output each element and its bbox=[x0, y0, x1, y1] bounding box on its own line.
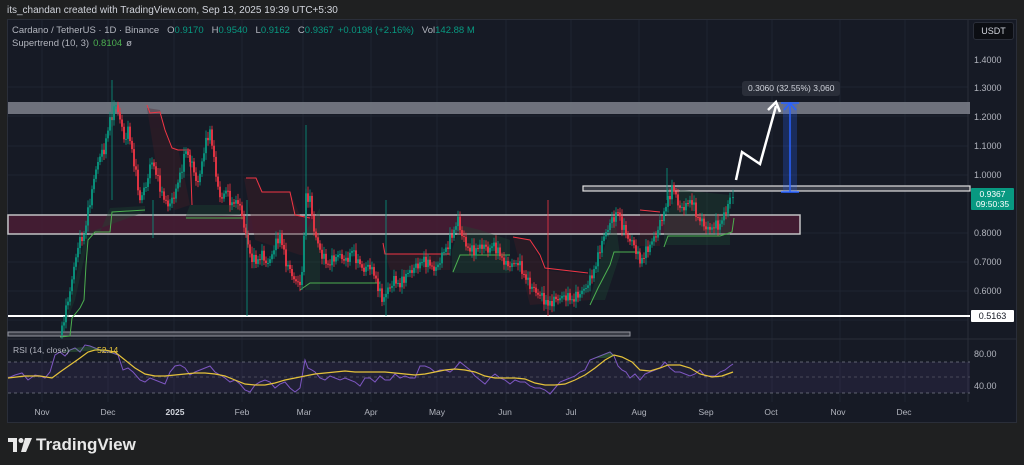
currency-button[interactable]: USDT bbox=[973, 22, 1014, 40]
brand-name: TradingView bbox=[36, 435, 136, 454]
demand-zone bbox=[7, 214, 801, 235]
rsi-axis-label: 80.00 bbox=[974, 349, 997, 359]
rsi-ma-line bbox=[7, 349, 734, 386]
price-axis-label: 0.8000 bbox=[974, 228, 1002, 238]
breakout-level bbox=[582, 185, 971, 192]
support-level-tag: 0.5163 bbox=[971, 310, 1014, 322]
volume-value: 142.88 M bbox=[435, 25, 475, 36]
candlesticks bbox=[61, 80, 734, 339]
price-axis-label: 0.6000 bbox=[974, 286, 1002, 296]
projection-arrow bbox=[734, 105, 778, 181]
time-axis-label: Dec bbox=[896, 407, 912, 417]
time-axis-label: Oct bbox=[764, 407, 778, 417]
high-value: 0.9540 bbox=[218, 25, 248, 36]
time-axis-label: 2025 bbox=[165, 407, 185, 417]
price-axis-label: 1.0000 bbox=[974, 170, 1002, 180]
low-value: 0.9162 bbox=[260, 25, 290, 36]
price-axis-label: 1.3000 bbox=[974, 83, 1002, 93]
open-value: 0.9170 bbox=[174, 25, 204, 36]
price-axis-label: 1.1000 bbox=[974, 141, 1002, 151]
close-value: 0.9367 bbox=[304, 25, 334, 36]
bottom-range bbox=[7, 331, 631, 337]
tradingview-brand[interactable]: TradingView bbox=[8, 435, 136, 455]
symbol-title: Cardano / TetherUS · 1D · Binance bbox=[12, 25, 160, 36]
rsi-axis-label: 40.00 bbox=[974, 381, 997, 391]
time-axis-label: Nov bbox=[34, 407, 50, 417]
symbol-row: Cardano / TetherUS · 1D · Binance O0.917… bbox=[12, 25, 475, 36]
time-axis-label: Mar bbox=[296, 407, 312, 417]
rsi-band bbox=[8, 362, 970, 393]
indicator-value: 0.8104 bbox=[93, 38, 123, 49]
measure-label: 0.3060 (32.55%) 3,060 bbox=[742, 81, 841, 96]
chart-legend: Cardano / TetherUS · 1D · Binance O0.917… bbox=[12, 24, 475, 50]
rsi-line bbox=[7, 344, 734, 395]
price-axis-label: 0.7000 bbox=[974, 257, 1002, 267]
time-axis-label: Aug bbox=[631, 407, 647, 417]
chart-credit: its_chandan created with TradingView.com… bbox=[7, 5, 338, 16]
time-axis-label: Apr bbox=[364, 407, 378, 417]
price-axis-label: 1.2000 bbox=[974, 112, 1002, 122]
bar-countdown: 09:50:35 bbox=[975, 199, 1010, 209]
last-price-tag: 0.9367 09:50:35 bbox=[971, 188, 1014, 210]
hide-indicator-icon[interactable]: ø bbox=[126, 38, 132, 49]
time-axis-label: Nov bbox=[830, 407, 846, 417]
time-axis-label: Dec bbox=[100, 407, 116, 417]
time-axis-label: Sep bbox=[698, 407, 714, 417]
change-value: +0.0198 (+2.16%) bbox=[337, 25, 414, 36]
time-axis-label: May bbox=[428, 407, 446, 417]
resistance-zone bbox=[8, 102, 970, 114]
rsi-label[interactable]: RSI (14, close) bbox=[13, 345, 70, 355]
last-price: 0.9367 bbox=[979, 189, 1006, 199]
indicator-name: Supertrend (10, 3) bbox=[12, 38, 90, 49]
tradingview-logo-icon bbox=[8, 438, 32, 452]
time-axis-label: Jul bbox=[565, 407, 577, 417]
time-axis-label: Jun bbox=[498, 407, 512, 417]
price-axis-label: 1.4000 bbox=[974, 55, 1002, 65]
rsi-value: 52.14 bbox=[97, 345, 119, 355]
indicator-row[interactable]: Supertrend (10, 3) 0.8104 ø bbox=[12, 37, 475, 50]
time-axis-label: Feb bbox=[234, 407, 250, 417]
